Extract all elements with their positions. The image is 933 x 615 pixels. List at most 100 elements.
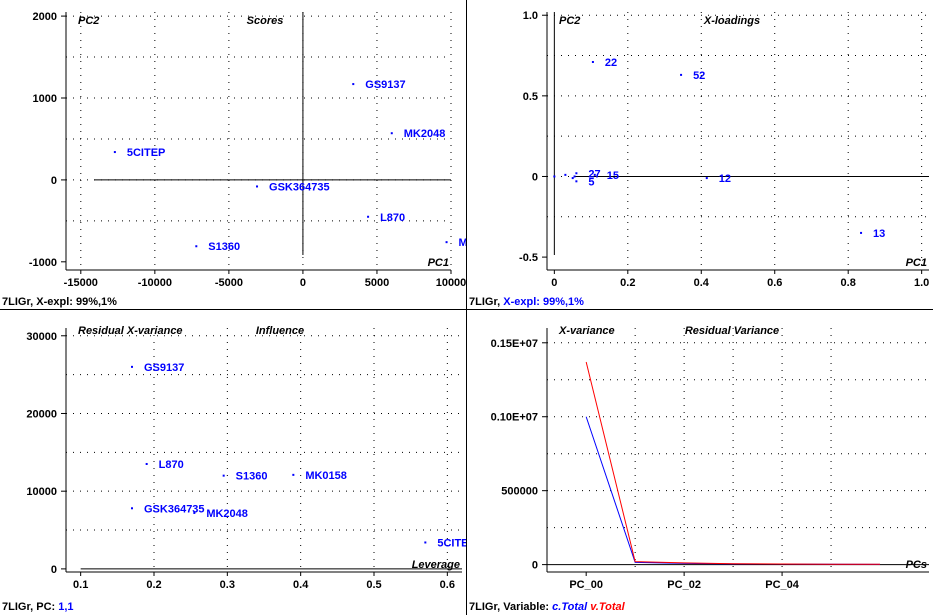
x-tick-label: 0.8 bbox=[841, 277, 856, 289]
y-tick-label: 1000 bbox=[33, 93, 57, 105]
y-tick-label: -0.5 bbox=[519, 252, 538, 264]
y-tick-label: 1.0 bbox=[523, 10, 538, 22]
y-tick-label: 2000 bbox=[33, 11, 57, 23]
x-tick-label: 0.6 bbox=[440, 579, 455, 591]
footer-prefix: 7LIGr, PC: bbox=[2, 601, 59, 613]
point-label: 13 bbox=[873, 228, 885, 240]
point-label: L870 bbox=[380, 212, 405, 224]
residual-variance-panel[interactable]: PC_00 PC_02 PC_04 0 500000 0.10E+07 0.15E+07 X-… bbox=[467, 310, 933, 601]
y-tick-label: 0 bbox=[532, 171, 538, 183]
chart-title: Residual Variance bbox=[685, 325, 779, 337]
x-tick-label: -15000 bbox=[64, 277, 98, 289]
point-label: 22 bbox=[605, 57, 617, 69]
influence-panel[interactable]: 0.1 0.2 0.3 0.4 0.5 0.6 0 10000 20000 30000 Residu… bbox=[0, 310, 466, 601]
x-tick-label: 0.4 bbox=[293, 579, 309, 591]
data-point bbox=[113, 151, 116, 154]
x-tick-label: 1.0 bbox=[914, 277, 929, 289]
data-point bbox=[575, 172, 578, 175]
x-tick-label: -5000 bbox=[215, 277, 243, 289]
y-tick-label: 20000 bbox=[26, 408, 57, 420]
footer-value: X-expl: 99%,1% bbox=[36, 296, 117, 308]
chart-title: X-loadings bbox=[703, 15, 760, 27]
data-point bbox=[145, 462, 148, 465]
residual-variance-chart[interactable]: PC_00 PC_02 PC_04 0 500000 0.10E+07 0.15E+07 X-… bbox=[467, 310, 933, 601]
data-point bbox=[424, 541, 427, 544]
point-label: 5CITEP bbox=[437, 537, 466, 549]
data-point bbox=[193, 511, 196, 514]
footer-scores: 7LIGr, X-expl: 99%,1% bbox=[2, 296, 117, 308]
footer-series-blue: c.Total bbox=[552, 601, 588, 613]
influence-chart[interactable]: 0.1 0.2 0.3 0.4 0.5 0.6 0 10000 20000 30000 Residu… bbox=[0, 310, 466, 601]
y-axis-label: PC2 bbox=[78, 15, 99, 27]
data-point bbox=[593, 173, 596, 176]
y-tick-label: 500000 bbox=[501, 486, 538, 498]
footer-value: X-expl: 99%,1% bbox=[503, 296, 584, 308]
series-line bbox=[585, 361, 881, 565]
x-axis-label: PC1 bbox=[906, 257, 927, 269]
point-label: MK2048 bbox=[404, 128, 446, 140]
point-label: S1360 bbox=[236, 471, 268, 483]
footer-series-red: v.Total bbox=[590, 601, 625, 613]
data-point bbox=[195, 245, 198, 248]
point-label: S1360 bbox=[208, 241, 240, 253]
point-label: GSK364735 bbox=[269, 181, 330, 193]
x-tick-label: PC_04 bbox=[765, 579, 800, 591]
data-point bbox=[390, 132, 393, 135]
x-tick-label: 0.6 bbox=[767, 277, 782, 289]
data-point bbox=[705, 177, 708, 180]
x-loadings-chart[interactable]: 0 0.2 0.4 0.6 0.8 1.0 -0.5 0 0.5 1.0 PC2 X-loadings… bbox=[467, 0, 933, 296]
x-tick-label: 0.5 bbox=[366, 579, 381, 591]
point-label: 12 bbox=[719, 173, 731, 185]
point-label: MK0158 bbox=[305, 470, 347, 482]
footer-influence: 7LIGr, PC: 1,1 bbox=[2, 601, 74, 613]
y-axis-label: Residual X-variance bbox=[78, 325, 183, 337]
data-point bbox=[564, 173, 567, 176]
x-tick-label: 0.2 bbox=[620, 277, 635, 289]
footer-prefix: 7LIGr, bbox=[2, 296, 37, 308]
x-axis-label: PCs bbox=[906, 559, 927, 571]
data-point bbox=[445, 241, 448, 244]
data-point bbox=[860, 231, 863, 234]
data-point bbox=[131, 507, 133, 510]
point-label: GSK364735 bbox=[144, 503, 205, 515]
footer-prefix: 7LIGr, bbox=[469, 296, 504, 308]
x-tick-label: 0.1 bbox=[73, 579, 88, 591]
y-axis-label: PC2 bbox=[559, 15, 580, 27]
point-label: 5CITEP bbox=[127, 147, 166, 159]
point-label: L870 bbox=[159, 459, 184, 471]
point-label: 5 bbox=[588, 176, 594, 188]
x-axis-label: Leverage bbox=[412, 559, 460, 571]
y-tick-label: 0 bbox=[532, 560, 538, 572]
data-point bbox=[573, 175, 576, 178]
point-label: GS9137 bbox=[365, 79, 405, 91]
x-tick-label: 0 bbox=[551, 277, 557, 289]
x-tick-label: PC_00 bbox=[569, 579, 603, 591]
x-tick-label: 5000 bbox=[365, 277, 389, 289]
x-tick-label: PC_02 bbox=[667, 579, 701, 591]
x-tick-label: 0.3 bbox=[220, 579, 235, 591]
point-label: GS9137 bbox=[144, 362, 184, 374]
data-point bbox=[292, 473, 295, 476]
y-tick-label: 0 bbox=[51, 175, 57, 187]
point-label: MK2048 bbox=[206, 508, 248, 520]
data-point bbox=[575, 180, 578, 183]
x-tick-label: -10000 bbox=[138, 277, 172, 289]
y-tick-label: 0.10E+07 bbox=[491, 412, 538, 424]
data-point bbox=[131, 365, 133, 368]
data-point bbox=[222, 474, 225, 477]
x-tick-label: 0 bbox=[300, 277, 306, 289]
data-point bbox=[680, 73, 683, 76]
scores-chart[interactable]: -15000 -10000 -5000 0 5000 10000-100001000200… bbox=[0, 0, 466, 296]
chart-title: Scores bbox=[247, 15, 284, 27]
y-axis-label: X-variance bbox=[558, 325, 615, 337]
x-loadings-panel[interactable]: 0 0.2 0.4 0.6 0.8 1.0 -0.5 0 0.5 1.0 PC2 X-loadings… bbox=[467, 0, 933, 296]
data-point bbox=[553, 175, 556, 178]
data-point bbox=[571, 177, 574, 180]
scores-panel[interactable]: -15000 -10000 -5000 0 5000 10000 -1000 0 1000 200… bbox=[0, 0, 466, 296]
y-tick-label: -1000 bbox=[29, 257, 57, 269]
footer-x-loadings: 7LIGr, X-expl: 99%,1% bbox=[469, 296, 584, 308]
y-tick-label: 0.15E+07 bbox=[491, 338, 538, 350]
footer-value: 1,1 bbox=[58, 601, 74, 613]
data-point bbox=[256, 185, 259, 188]
y-tick-label: 30000 bbox=[26, 331, 57, 343]
